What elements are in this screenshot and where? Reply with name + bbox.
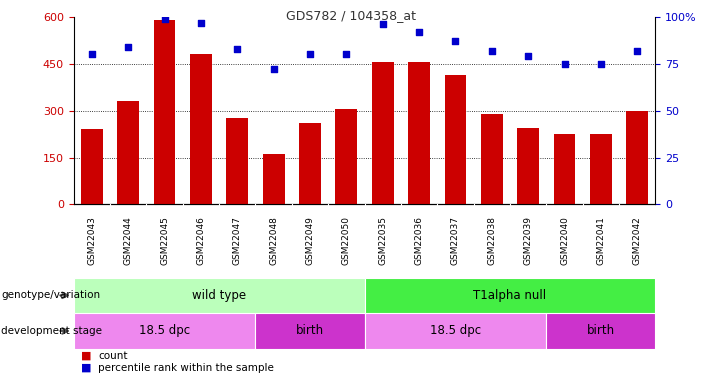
Text: GSM22046: GSM22046 <box>196 216 205 266</box>
Point <box>632 48 643 54</box>
Bar <box>590 134 612 204</box>
Bar <box>517 128 539 204</box>
Text: birth: birth <box>587 324 615 338</box>
Bar <box>481 114 503 204</box>
Bar <box>74 278 365 313</box>
Text: GSM22041: GSM22041 <box>597 216 606 266</box>
Point <box>414 29 425 35</box>
Text: GSM22040: GSM22040 <box>560 216 569 266</box>
Bar <box>263 154 285 204</box>
Point <box>196 20 207 26</box>
Text: wild type: wild type <box>192 289 246 302</box>
Point <box>341 51 352 57</box>
Point <box>595 61 606 67</box>
Point <box>123 44 134 50</box>
Text: GSM22049: GSM22049 <box>306 216 315 266</box>
Bar <box>190 54 212 204</box>
Bar <box>546 313 655 349</box>
Bar <box>554 134 576 204</box>
Bar <box>81 129 102 204</box>
Bar <box>336 109 358 204</box>
Point <box>304 51 315 57</box>
Text: GSM22048: GSM22048 <box>269 216 278 266</box>
Point <box>231 46 243 52</box>
Bar <box>154 20 175 204</box>
Bar <box>365 278 655 313</box>
Bar <box>74 313 255 349</box>
Text: 18.5 dpc: 18.5 dpc <box>430 324 481 338</box>
Bar <box>372 62 394 204</box>
Text: GSM22043: GSM22043 <box>88 216 96 266</box>
Text: development stage: development stage <box>1 326 102 336</box>
Text: percentile rank within the sample: percentile rank within the sample <box>98 363 274 373</box>
Point <box>486 48 498 54</box>
Text: GSM22047: GSM22047 <box>233 216 242 266</box>
Bar <box>627 111 648 204</box>
Text: ■: ■ <box>81 351 91 361</box>
Text: count: count <box>98 351 128 361</box>
Text: GSM22036: GSM22036 <box>414 216 423 266</box>
Text: 18.5 dpc: 18.5 dpc <box>139 324 190 338</box>
Text: GSM22045: GSM22045 <box>160 216 169 266</box>
Point <box>377 21 388 27</box>
Text: genotype/variation: genotype/variation <box>1 290 100 300</box>
Bar <box>117 101 139 204</box>
Point <box>86 51 97 57</box>
Text: GDS782 / 104358_at: GDS782 / 104358_at <box>285 9 416 22</box>
Bar <box>299 123 321 204</box>
Bar <box>226 118 248 204</box>
Point <box>522 53 533 59</box>
Point <box>559 61 570 67</box>
Text: GSM22050: GSM22050 <box>342 216 350 266</box>
Text: ■: ■ <box>81 363 91 373</box>
Bar <box>408 62 430 204</box>
Text: birth: birth <box>296 324 324 338</box>
Point <box>268 66 279 72</box>
Text: GSM22038: GSM22038 <box>487 216 496 266</box>
Text: GSM22035: GSM22035 <box>379 216 387 266</box>
Text: GSM22037: GSM22037 <box>451 216 460 266</box>
Point <box>159 16 170 22</box>
Text: GSM22044: GSM22044 <box>123 217 132 266</box>
Bar <box>444 75 466 204</box>
Bar <box>365 313 546 349</box>
Text: GSM22039: GSM22039 <box>524 216 533 266</box>
Text: T1alpha null: T1alpha null <box>473 289 547 302</box>
Bar <box>255 313 365 349</box>
Point <box>450 38 461 44</box>
Text: GSM22042: GSM22042 <box>633 217 641 266</box>
